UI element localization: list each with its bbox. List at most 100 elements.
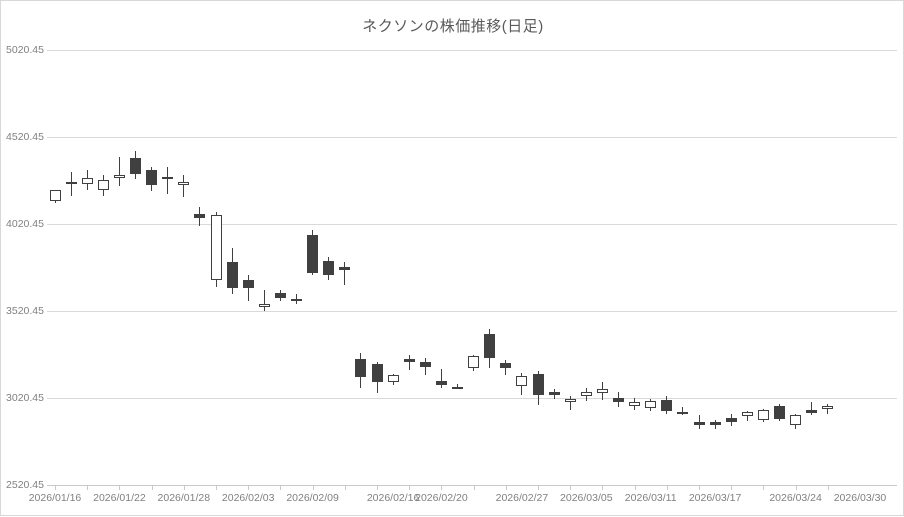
candlestick	[596, 50, 608, 485]
candlestick	[371, 50, 383, 485]
y-axis-tick-label: 3520.45	[6, 305, 44, 317]
candle-wick	[247, 274, 249, 301]
candle-wick	[344, 262, 346, 285]
gridline	[47, 137, 897, 138]
x-axis-tick-label: 2026/02/16	[366, 492, 420, 504]
candle-body-up	[387, 375, 399, 383]
candle-body-up	[178, 182, 190, 185]
candle-body-down	[274, 292, 286, 299]
candlestick	[242, 50, 254, 485]
candle-body-up	[97, 179, 109, 191]
candle-body-down	[452, 386, 463, 389]
candle-body-down	[806, 410, 818, 413]
candlestick	[210, 50, 222, 485]
y-axis-tick-label: 5020.45	[6, 44, 44, 56]
candlestick	[806, 50, 818, 485]
candle-body-down	[226, 262, 238, 289]
candlestick	[677, 50, 689, 485]
x-axis-tick	[699, 485, 700, 490]
y-axis-tick-label: 4520.45	[6, 131, 44, 143]
x-axis-tick	[344, 485, 346, 490]
candle-body-down	[162, 177, 174, 180]
candle-body-down	[194, 213, 206, 218]
x-axis-tick-label: 2026/02/09	[286, 492, 339, 504]
candlestick	[291, 50, 302, 485]
candlestick	[81, 50, 93, 485]
x-axis-tick-label: 2026/02/20	[415, 492, 468, 504]
candle-body-up	[580, 391, 592, 397]
candlestick	[258, 50, 270, 485]
candle-body-down	[709, 422, 721, 426]
candlestick	[387, 50, 399, 485]
x-axis-tick	[280, 485, 282, 490]
candle-wick	[118, 157, 120, 186]
candle-body-up	[564, 398, 576, 402]
candle-body-up	[468, 356, 480, 368]
candlestick	[339, 50, 351, 485]
plot-area	[47, 50, 897, 485]
candlestick	[774, 50, 785, 485]
candlestick	[613, 50, 624, 485]
candle-body-up	[49, 190, 61, 202]
x-axis-tick	[634, 485, 636, 490]
candlestick	[65, 50, 77, 485]
x-axis-tick	[602, 485, 604, 490]
x-axis-tick-label: 2026/01/22	[93, 492, 146, 504]
candlestick	[790, 50, 802, 485]
candle-body-down	[146, 170, 158, 185]
candlestick	[629, 50, 641, 485]
candlestick	[484, 50, 496, 485]
candlestick	[693, 50, 705, 485]
candle-wick	[263, 290, 265, 312]
candle-body-up	[258, 304, 270, 307]
candle-body-down	[291, 298, 302, 302]
candle-body-down	[435, 380, 447, 386]
candle-body-up	[65, 181, 77, 185]
candlestick	[162, 50, 174, 485]
gridline	[47, 224, 897, 225]
x-axis-tick	[151, 485, 153, 490]
candlestick	[548, 50, 560, 485]
x-axis-line	[47, 485, 897, 486]
candle-body-down	[484, 333, 496, 359]
candle-body-up	[596, 388, 608, 393]
candle-body-up	[757, 410, 769, 420]
candle-body-down	[355, 358, 367, 378]
candlestick	[146, 50, 158, 485]
candlestick	[468, 50, 480, 485]
x-axis-tick	[763, 485, 765, 490]
candlestick	[580, 50, 592, 485]
x-axis-tick-label: 2026/02/03	[221, 492, 275, 504]
candle-wick	[698, 415, 700, 430]
gridline	[47, 398, 897, 399]
chart-title: ネクソンの株価推移(日足)	[362, 18, 544, 35]
candlestick	[757, 50, 769, 485]
candlestick	[113, 50, 125, 485]
y-axis-labels: 5020.45 4520.45 4020.45 3520.45 3020.45 2520.…	[1, 1, 44, 517]
candle-body-up	[790, 414, 802, 426]
candlestick	[307, 50, 319, 485]
x-axis-tick	[216, 485, 217, 490]
candle-body-down	[774, 405, 785, 419]
candlestick	[419, 50, 431, 485]
candlestick	[500, 50, 512, 485]
candlestick	[178, 50, 190, 485]
candle-body-down	[725, 418, 737, 423]
candlestick	[130, 50, 141, 485]
x-axis-tick	[409, 485, 411, 490]
y-axis-tick-label: 2520.45	[6, 479, 44, 491]
candle-wick	[827, 404, 829, 414]
candle-body-down	[532, 373, 544, 396]
x-axis-tick-label: 2026/01/28	[157, 492, 211, 504]
candle-body-down	[307, 234, 319, 273]
candlestick	[516, 50, 528, 485]
candlestick	[226, 50, 238, 485]
x-axis-tick	[827, 485, 829, 490]
x-axis-tick	[441, 485, 443, 490]
candle-body-down	[323, 261, 335, 275]
x-axis-tick	[731, 485, 733, 490]
candle-body-down	[242, 279, 254, 288]
candle-body-down	[419, 361, 431, 367]
candlestick	[355, 50, 367, 485]
